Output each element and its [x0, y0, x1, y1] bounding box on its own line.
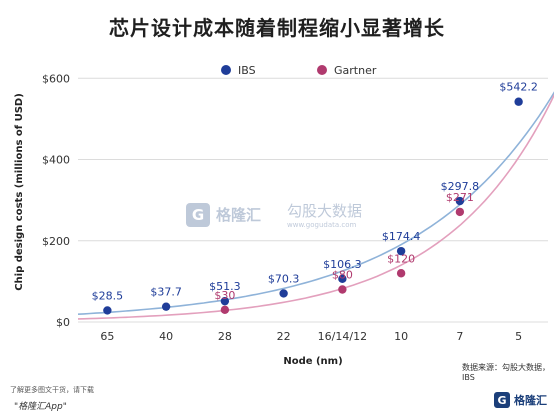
legend-marker-gartner [317, 65, 327, 75]
x-tick-label: 5 [515, 330, 522, 343]
point-gartner [455, 207, 465, 217]
point-ibs [514, 97, 523, 106]
point-ibs [220, 296, 230, 306]
data-label-ibs: $37.7 [150, 286, 182, 299]
x-tick-label: 22 [277, 330, 291, 343]
x-axis-title: Node (nm) [283, 356, 342, 367]
brand-logo-text: 格隆汇 [514, 394, 547, 407]
x-tick-label: 10 [394, 330, 408, 343]
y-tick-label: $0 [56, 316, 70, 329]
legend-marker-ibs [221, 65, 231, 75]
x-tick-label: 65 [100, 330, 114, 343]
data-label-ibs: $28.5 [92, 289, 124, 302]
chart-title: 芯片设计成本随着制程缩小显著增长 [109, 16, 445, 40]
x-tick-label: 40 [159, 330, 173, 343]
x-tick-label: 7 [456, 330, 463, 343]
watermark-url: www.gogudata.com [287, 221, 357, 229]
data-label-ibs: $51.3 [209, 280, 241, 293]
source-note: 数据来源：勾股大数据，IBS [462, 363, 550, 382]
point-ibs [161, 302, 171, 311]
data-label-gartner: $80 [332, 269, 353, 282]
y-tick-label: $600 [42, 72, 70, 85]
data-label-ibs: $70.3 [268, 272, 300, 285]
point-ibs [279, 289, 288, 298]
data-label-gartner: $120 [387, 252, 415, 265]
y-tick-label: $200 [42, 235, 70, 248]
y-axis-title: Chip design costs (millions of USD) [14, 93, 25, 291]
brand-logo: G 格隆汇 [494, 392, 547, 408]
footer-app-name: "格隆汇App" [14, 402, 67, 412]
watermark-brand: 格隆汇 [216, 206, 262, 224]
watermark-sub: 勾股大数据 [287, 202, 363, 220]
data-label-gartner: $30 [214, 289, 235, 302]
point-gartner [220, 305, 230, 315]
data-label-gartner: $271 [446, 191, 474, 204]
point-ibs [338, 274, 347, 284]
data-label-ibs: $174.4 [382, 230, 421, 243]
legend-label-ibs: IBS [238, 64, 256, 77]
point-gartner [396, 269, 406, 278]
point-ibs [103, 306, 112, 315]
point-ibs [455, 196, 465, 206]
legend-label-gartner: Gartner [334, 64, 377, 77]
watermark-logo-icon: G [186, 202, 210, 227]
point-ibs [396, 246, 406, 256]
trendline-gartner [77, 93, 554, 320]
footer-hint: 了解更多图文干货，请下载 [10, 386, 94, 394]
data-label-ibs: $106.3 [323, 258, 362, 271]
data-label-ibs: $542.2 [499, 81, 538, 94]
trendline-ibs [77, 91, 554, 315]
data-label-ibs: $297.8 [441, 180, 480, 193]
y-tick-label: $400 [42, 154, 70, 167]
brand-logo-icon: G [494, 392, 510, 408]
x-tick-label: 16/14/12 [318, 330, 367, 343]
x-tick-label: 28 [218, 330, 232, 343]
watermark: G 格隆汇 勾股大数据 www.gogudata.com [186, 200, 362, 229]
point-gartner [338, 285, 347, 294]
